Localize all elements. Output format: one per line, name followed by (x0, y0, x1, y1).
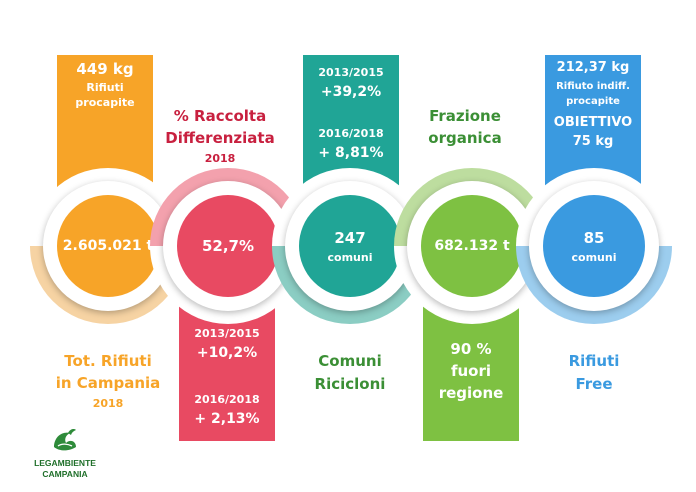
rifiuto-indiff-label-2: procapite (566, 96, 620, 107)
fuori-regione-label: fuori (450, 362, 492, 380)
rifiuti-procapite-value: 449 kg (76, 60, 134, 78)
raccolta-title-2: Differenziata (165, 129, 275, 147)
comuni-period-1: 2013/2015 (318, 66, 384, 79)
rifiuti-free-unit: comuni (571, 250, 617, 264)
frazione-organica-title: Frazione (429, 107, 501, 125)
rifiuti-procapite-label-2: procapite (75, 96, 135, 109)
rifiuto-indiff-value: 212,37 kg (556, 60, 630, 75)
comuni-ricicloni-label: Comuni (318, 352, 382, 370)
comuni-ricicloni-label-2: Ricicloni (314, 375, 386, 393)
teal-disc: 247 comuni (299, 195, 401, 297)
legambiente-logo: LEGAMBIENTE CAMPANIA (20, 425, 110, 485)
swan-logo-icon (54, 429, 76, 451)
frazione-organica-title-2: organica (428, 129, 502, 147)
fuori-regione-percent: 90 % (450, 340, 492, 358)
comuni-value-2: + 8,81% (318, 145, 384, 161)
rifiuti-free-label-2: Free (575, 375, 613, 393)
blue-disc: 85 comuni (543, 195, 645, 297)
legambiente-region: CAMPANIA (42, 469, 88, 479)
tot-rifiuti-year: 2018 (92, 397, 124, 410)
comuni-ricicloni-value: 247 (334, 228, 366, 247)
comuni-period-2: 2016/2018 (318, 127, 384, 140)
obiettivo-value: 75 kg (572, 134, 614, 149)
tot-rifiuti-label: Tot. Rifiuti (64, 352, 152, 370)
raccolta-value-2: + 2,13% (194, 411, 260, 427)
tot-rifiuti-value: 2.605.021 t (62, 238, 154, 254)
pink-disc: 52,7% (177, 195, 279, 297)
frazione-organica-value: 682.132 t (434, 238, 510, 254)
rifiuto-indiff-label: Rifiuto indiff. (556, 81, 630, 92)
raccolta-period-2: 2016/2018 (194, 393, 260, 406)
raccolta-value-1: +10,2% (196, 345, 258, 361)
obiettivo-label: OBIETTIVO (553, 115, 633, 130)
fuori-regione-label-2: regione (438, 384, 504, 402)
tot-rifiuti-label-2: in Campania (55, 374, 161, 392)
rifiuti-free-label: Rifiuti (568, 352, 620, 370)
legambiente-name: LEGAMBIENTE (34, 458, 96, 468)
raccolta-title: % Raccolta (173, 107, 267, 125)
rifiuti-procapite-label: Rifiuti (86, 81, 124, 94)
raccolta-year: 2018 (204, 152, 236, 165)
comuni-ricicloni-unit: comuni (327, 250, 373, 264)
comuni-value-1: +39,2% (320, 84, 382, 100)
raccolta-percent-value: 52,7% (201, 237, 255, 255)
green-disc: 682.132 t (421, 195, 523, 297)
rifiuti-free-value: 85 (583, 228, 605, 247)
raccolta-period-1: 2013/2015 (194, 327, 260, 340)
orange-disc: 2.605.021 t (57, 195, 159, 297)
